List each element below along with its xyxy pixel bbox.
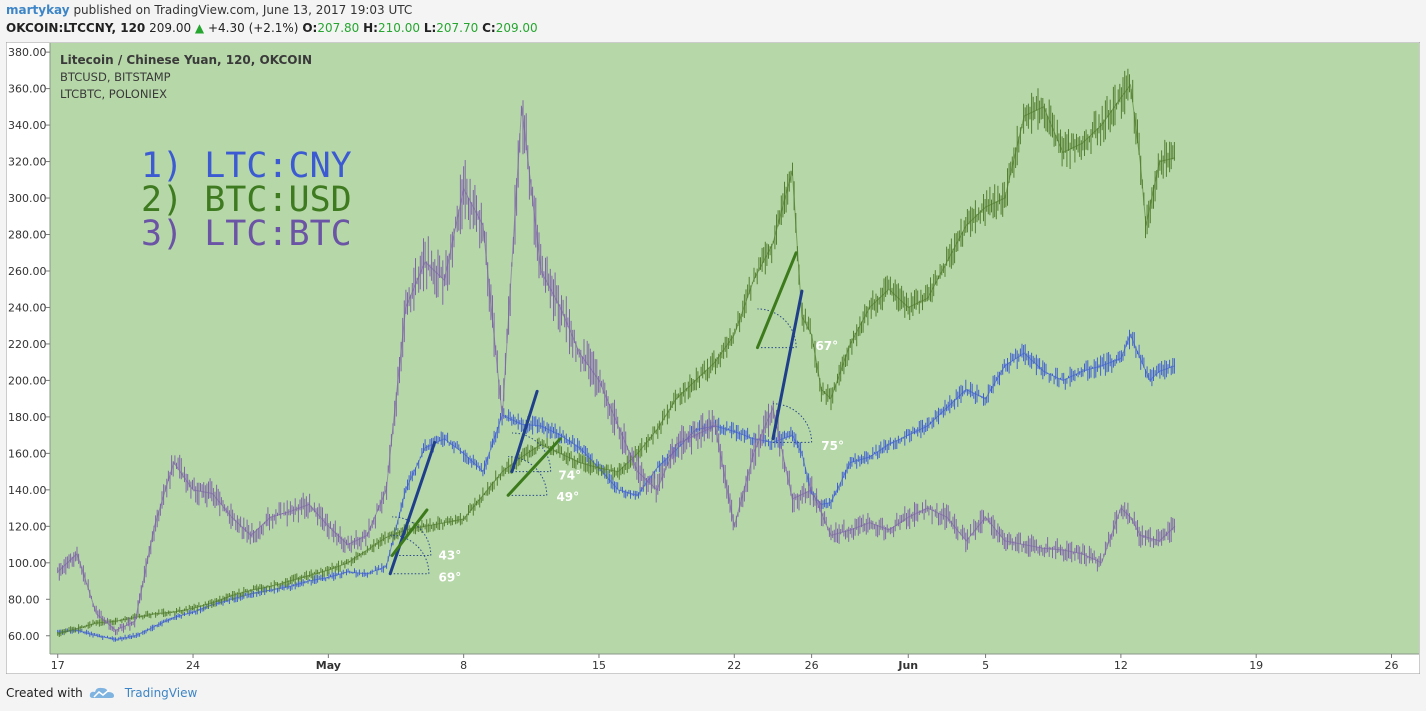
- y-axis-ticks: 380.00 360.00 340.00 320.00 300.00 280.00 260.…: [8, 46, 50, 643]
- annotation-btc-usd: 2) BTC:USD: [141, 180, 352, 220]
- angle-arc: [390, 534, 430, 574]
- low-label: L:: [423, 21, 437, 35]
- angle-label: 75°: [821, 439, 844, 453]
- x-tick-label: 12: [1114, 659, 1128, 672]
- x-tick-label: 17: [51, 659, 65, 672]
- publish-info: martykay published on TradingView.com, J…: [6, 3, 412, 17]
- plot-area: [50, 43, 1419, 654]
- price-chart[interactable]: 380.00 360.00 340.00 320.00 300.00 280.00 260.…: [5, 41, 1421, 675]
- annotation-list: 1) LTC:CNY 2) BTC:USD 3) LTC:BTC: [141, 146, 352, 254]
- series-line: [57, 83, 1176, 635]
- y-tick-label: 180.00: [8, 411, 47, 424]
- legend-entry-ltcbtc: LTCBTC, POLONIEX: [60, 87, 167, 101]
- x-tick-label: 15: [592, 659, 606, 672]
- y-tick-label: 80.00: [8, 593, 40, 606]
- series-layer: [57, 68, 1176, 642]
- created-with-text: Created with: [6, 686, 83, 700]
- legend-entry-ltccny: Litecoin / Chinese Yuan, 120, OKCOIN: [60, 53, 312, 67]
- y-tick-label: 340.00: [8, 119, 47, 132]
- open-value: 207.80: [317, 21, 360, 35]
- published-text: published on TradingView.com, June 13, 2…: [73, 3, 413, 17]
- x-tick-label: 19: [1249, 659, 1263, 672]
- author-link[interactable]: martykay: [6, 3, 70, 17]
- legend: Litecoin / Chinese Yuan, 120, OKCOIN BTC…: [60, 53, 312, 101]
- change-arrow-icon: ▲: [194, 21, 205, 35]
- x-tick-label: 26: [805, 659, 819, 672]
- x-tick-label: 8: [460, 659, 467, 672]
- trend-line[interactable]: [755, 251, 798, 350]
- trend-lines: [388, 251, 804, 576]
- y-tick-label: 360.00: [8, 83, 47, 96]
- y-tick-label: 220.00: [8, 338, 47, 351]
- tradingview-cloud-icon: [89, 687, 114, 698]
- annotation-ltc-btc: 3) LTC:BTC: [141, 214, 352, 254]
- angle-label: 67°: [815, 339, 838, 353]
- y-tick-label: 100.00: [8, 557, 47, 570]
- y-tick-label: 120.00: [8, 520, 47, 533]
- trend-line[interactable]: [771, 289, 804, 441]
- x-axis-ticks: 17 24 May 8 15 22 26 Jun 5 12 19 26: [51, 654, 1399, 672]
- y-tick-label: 140.00: [8, 484, 47, 497]
- footer: Created with TradingView: [6, 686, 197, 700]
- trend-line[interactable]: [510, 389, 539, 474]
- high-label: H:: [363, 21, 378, 35]
- annotation-ltc-cny: 1) LTC:CNY: [141, 146, 352, 186]
- x-tick-label: 24: [186, 659, 200, 672]
- x-tick-label: 22: [727, 659, 741, 672]
- x-tick-label: 26: [1385, 659, 1399, 672]
- angle-label: 49°: [556, 490, 579, 504]
- x-tick-label: May: [316, 659, 341, 672]
- angle-arc: [508, 456, 548, 496]
- trend-line[interactable]: [506, 437, 562, 497]
- x-tick-label: Jun: [897, 659, 918, 672]
- y-tick-label: 260.00: [8, 265, 47, 278]
- series-2: [57, 100, 1176, 636]
- trend-line[interactable]: [390, 508, 429, 558]
- symbol-label: OKCOIN:LTCCNY, 120: [6, 21, 146, 35]
- close-value: 209.00: [495, 21, 538, 35]
- angle-arc: [511, 432, 552, 472]
- angle-label: 74°: [558, 468, 581, 482]
- y-tick-label: 240.00: [8, 301, 47, 314]
- angle-label: 69°: [439, 570, 462, 584]
- series-line: [57, 333, 1176, 640]
- series-1: [57, 68, 1176, 637]
- angle-label: 43°: [439, 549, 462, 563]
- chart-container[interactable]: 380.00 360.00 340.00 320.00 300.00 280.00 260.…: [5, 41, 1421, 675]
- y-tick-label: 380.00: [8, 46, 47, 59]
- angle-arc: [757, 308, 797, 348]
- close-label: C:: [482, 21, 496, 35]
- price-change: +4.30 (+2.1%): [207, 21, 299, 35]
- x-tick-label: 5: [982, 659, 989, 672]
- y-tick-label: 160.00: [8, 447, 47, 460]
- legend-entry-btcusd: BTCUSD, BITSTAMP: [60, 70, 171, 84]
- y-tick-label: 60.00: [8, 630, 40, 643]
- y-tick-label: 200.00: [8, 374, 47, 387]
- series-line: [57, 106, 1176, 631]
- angle-labels: 43° 69° 74° 49° 67° 75°: [439, 339, 844, 585]
- last-price: 209.00: [149, 21, 192, 35]
- tradingview-link[interactable]: TradingView: [124, 686, 198, 700]
- low-value: 207.70: [436, 21, 479, 35]
- angle-arc: [392, 516, 432, 556]
- trend-line[interactable]: [388, 440, 437, 576]
- y-tick-label: 300.00: [8, 192, 47, 205]
- open-label: O:: [302, 21, 318, 35]
- y-tick-label: 280.00: [8, 229, 47, 242]
- high-value: 210.00: [377, 21, 420, 35]
- symbol-info-bar: OKCOIN:LTCCNY, 120 209.00 ▲ +4.30 (+2.1%…: [6, 21, 538, 35]
- y-tick-label: 320.00: [8, 156, 47, 169]
